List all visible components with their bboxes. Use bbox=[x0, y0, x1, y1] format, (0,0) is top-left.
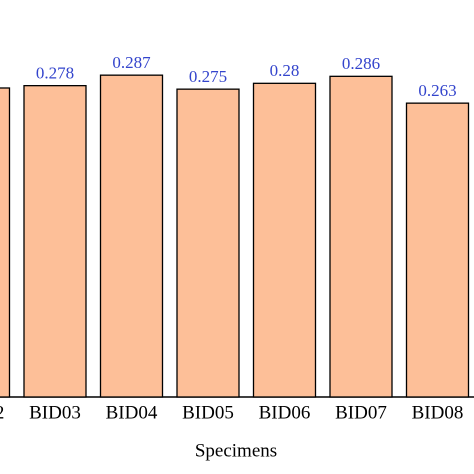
x-tick-label: BID07 bbox=[335, 402, 387, 423]
bar bbox=[405, 102, 470, 398]
x-tick-label: BID05 bbox=[182, 402, 234, 423]
bar bbox=[99, 74, 164, 398]
data-label: 0.263 bbox=[418, 81, 456, 100]
bar bbox=[252, 82, 317, 398]
x-tick-label: BID04 bbox=[106, 402, 158, 423]
x-tick-label: BID08 bbox=[412, 402, 464, 423]
x-tick-label: BID03 bbox=[29, 402, 81, 423]
data-label: 0.278 bbox=[36, 64, 74, 83]
bar bbox=[176, 88, 240, 398]
data-label: 0.28 bbox=[270, 61, 300, 80]
x-axis-title: Specimens bbox=[195, 440, 277, 461]
bar bbox=[329, 75, 393, 398]
data-label: 0.287 bbox=[112, 53, 151, 72]
data-label: 0.275 bbox=[189, 67, 227, 86]
x-tick-label: BID02 bbox=[0, 402, 4, 423]
x-tick-label: BID06 bbox=[259, 402, 311, 423]
bar bbox=[23, 85, 87, 398]
data-label: 0.286 bbox=[342, 54, 380, 73]
bar bbox=[0, 87, 11, 398]
